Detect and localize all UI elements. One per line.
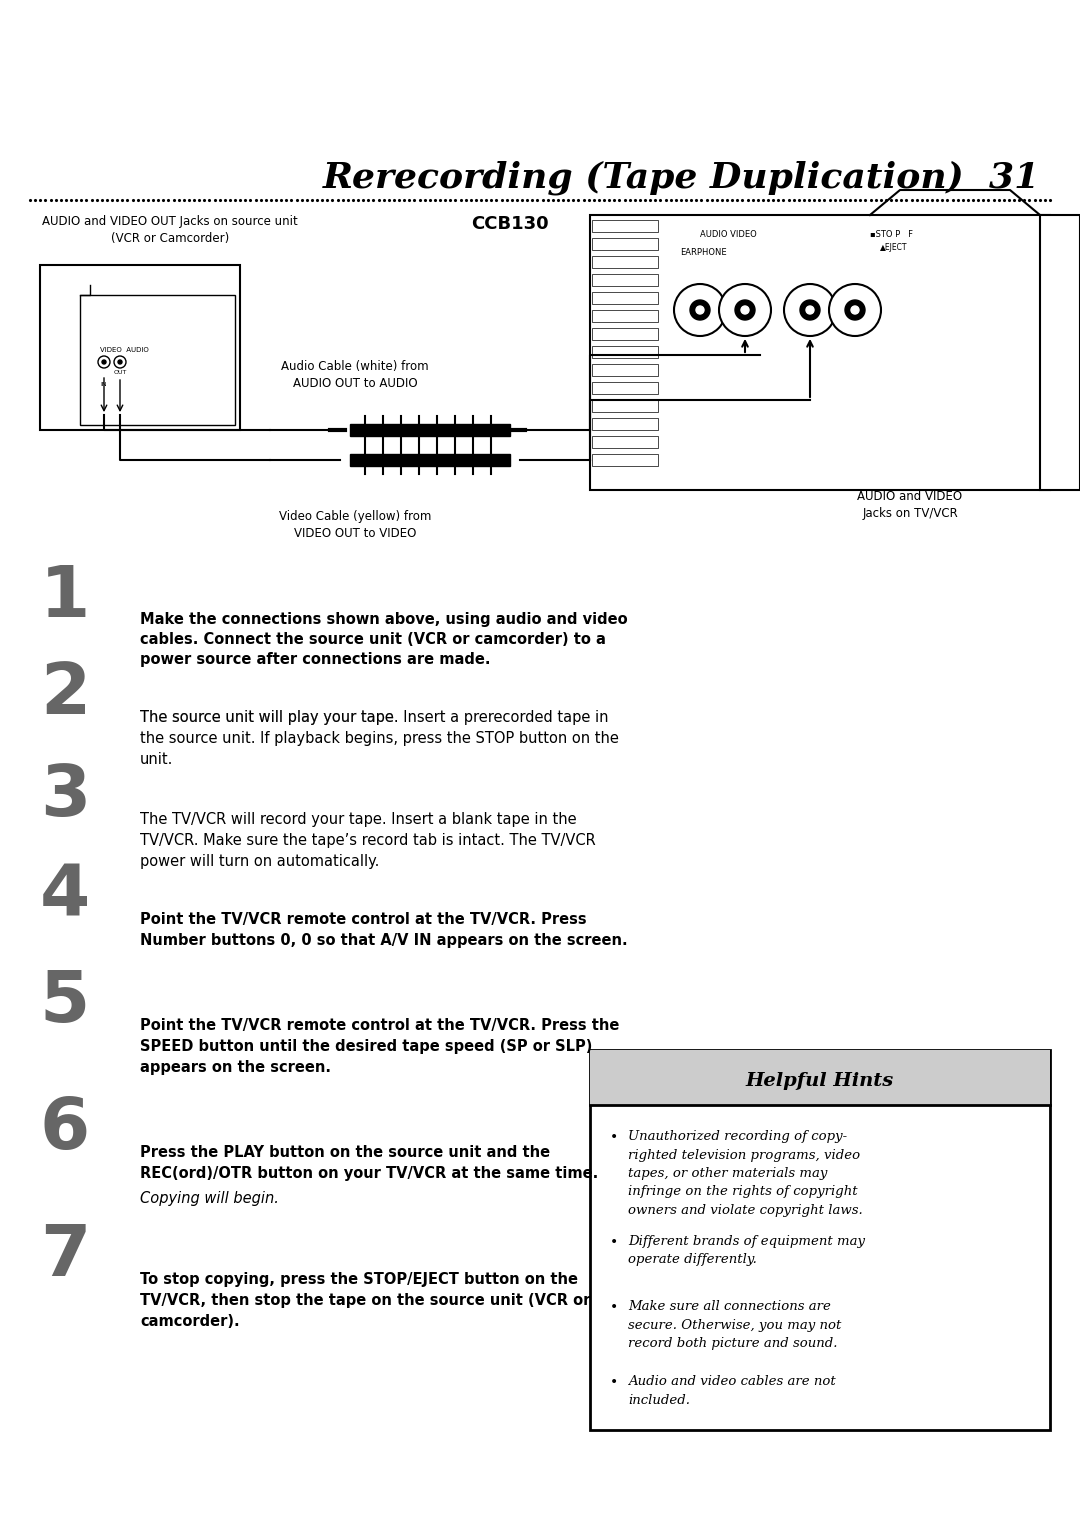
Text: Make sure all connections are
secure. Otherwise, you may not
record both picture: Make sure all connections are secure. Ot… [627,1299,841,1350]
Text: Point the TV/VCR remote control at the TV/VCR. Press the
SPEED button until the : Point the TV/VCR remote control at the T… [140,1019,619,1075]
Text: Video Cable (yellow) from
VIDEO OUT to VIDEO: Video Cable (yellow) from VIDEO OUT to V… [279,509,431,540]
Text: 2: 2 [40,660,90,729]
Circle shape [735,300,755,320]
Bar [40,265,240,430]
Text: AUDIO VIDEO: AUDIO VIDEO [700,230,757,239]
Bar [350,424,510,436]
Bar [592,310,658,322]
Circle shape [719,284,771,336]
Bar [590,1051,1050,1430]
Text: EARPHONE: EARPHONE [680,249,727,258]
Text: Audio and video cables are not
included.: Audio and video cables are not included. [627,1376,836,1406]
Bar [592,238,658,250]
Bar [592,364,658,377]
Text: Copying will begin.: Copying will begin. [140,1191,279,1206]
Bar [350,454,510,467]
Text: •: • [610,1130,618,1144]
Text: Press the PLAY button on the source unit and the
REC(ord)/OTR button on your TV/: Press the PLAY button on the source unit… [140,1145,598,1180]
Text: Different brands of equipment may
operate differently.: Different brands of equipment may operat… [627,1235,865,1266]
Text: •: • [610,1235,618,1249]
Circle shape [674,284,726,336]
Text: To stop copying, press the STOP/EJECT button on the
TV/VCR, then stop the tape o: To stop copying, press the STOP/EJECT bu… [140,1272,591,1328]
Bar [592,400,658,412]
Bar [592,346,658,358]
Text: Make the connections shown above, using audio and video
cables. Connect the sour: Make the connections shown above, using … [140,612,627,666]
Bar [590,1051,1050,1106]
Circle shape [784,284,836,336]
Text: ▲EJECT: ▲EJECT [880,242,907,252]
Text: 3: 3 [40,762,91,831]
Text: •: • [610,1376,618,1389]
Text: The source unit will play your tape. Insert a prerecorded tape in
the source uni: The source unit will play your tape. Ins… [140,711,619,767]
Text: Rerecording (Tape Duplication)  31: Rerecording (Tape Duplication) 31 [323,160,1040,195]
Bar [592,256,658,268]
Text: ▪STO P   F: ▪STO P F [870,230,913,239]
Circle shape [118,360,122,364]
Circle shape [114,355,126,368]
Text: •: • [610,1299,618,1315]
Text: The TV/VCR will record your tape. Insert a blank tape in the
TV/VCR. Make sure t: The TV/VCR will record your tape. Insert… [140,811,596,869]
Text: 4: 4 [40,862,91,930]
Text: AUDIO and VIDEO OUT Jacks on source unit
(VCR or Camcorder): AUDIO and VIDEO OUT Jacks on source unit… [42,215,298,246]
Text: 7: 7 [40,1222,91,1292]
Circle shape [690,300,710,320]
Text: Point the TV/VCR remote control at the TV/VCR. Press
Number buttons 0, 0 so that: Point the TV/VCR remote control at the T… [140,912,627,949]
Bar [592,436,658,448]
Text: OUT: OUT [113,371,126,375]
Text: AUDIO and VIDEO
Jacks on TV/VCR: AUDIO and VIDEO Jacks on TV/VCR [858,490,962,520]
Circle shape [829,284,881,336]
Bar [592,454,658,467]
Text: The source unit will play your tape.: The source unit will play your tape. [140,711,403,724]
Text: Audio Cable (white) from
AUDIO OUT to AUDIO: Audio Cable (white) from AUDIO OUT to AU… [281,360,429,390]
Bar [1040,215,1080,490]
Text: Helpful Hints: Helpful Hints [746,1072,894,1090]
Text: VIDEO  AUDIO: VIDEO AUDIO [100,348,149,352]
Circle shape [806,307,814,314]
Bar [592,328,658,340]
Circle shape [800,300,820,320]
Bar [592,220,658,232]
Circle shape [102,360,106,364]
Bar [592,291,658,303]
Circle shape [851,307,859,314]
Bar [590,215,1050,490]
Bar [592,418,658,430]
Text: The source unit will play your tape. ​Insert a prerecorded tape in: The source unit will play your tape. ​In… [140,711,608,724]
Bar [592,381,658,393]
Circle shape [845,300,865,320]
Text: IN: IN [100,381,107,387]
Circle shape [741,307,750,314]
Text: 5: 5 [40,968,90,1037]
Text: CCB130: CCB130 [471,215,549,233]
Circle shape [98,355,110,368]
Text: 6: 6 [40,1095,90,1164]
Circle shape [696,307,704,314]
Bar [80,294,235,425]
Bar [592,274,658,287]
Text: 1: 1 [40,563,91,631]
Text: Unauthorized recording of copy-
righted television programs, video
tapes, or oth: Unauthorized recording of copy- righted … [627,1130,863,1217]
